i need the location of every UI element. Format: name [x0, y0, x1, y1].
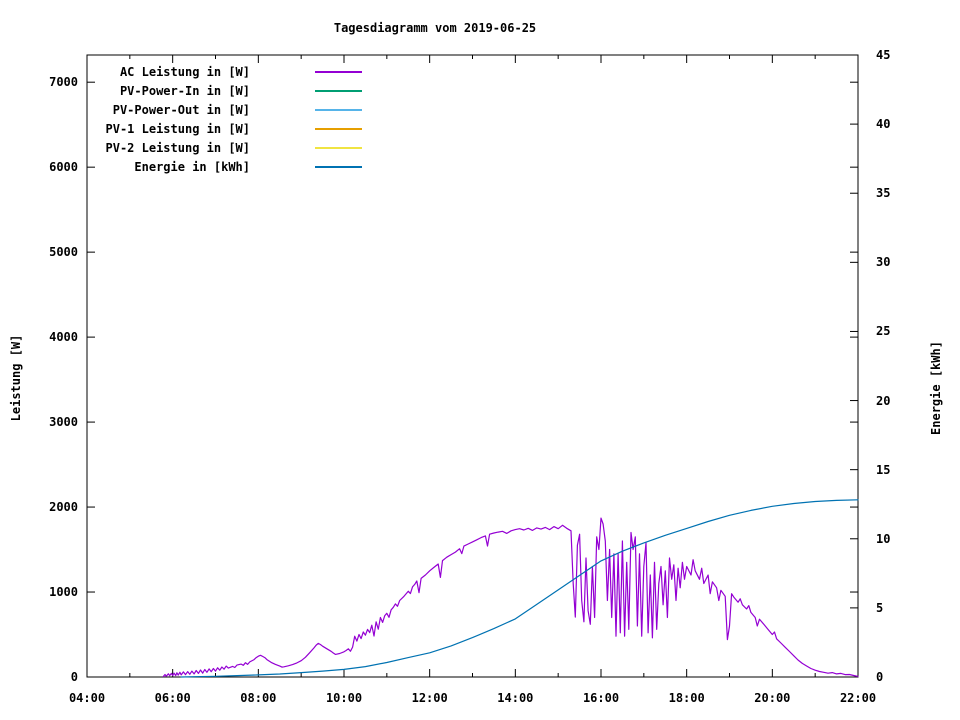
x-tick-label: 16:00 — [582, 691, 620, 705]
legend-label-ac-leistung-in-w: AC Leistung in [W] — [119, 65, 250, 79]
series-energie-in-kwh — [180, 499, 859, 678]
legend-line-sample-pv-1-leistung-in-w — [315, 128, 362, 130]
y-tick-label: 1000 — [49, 585, 78, 600]
y-tick-label: 5000 — [49, 245, 78, 260]
x-tick-label: 12:00 — [411, 691, 448, 705]
x-tick-label: 08:00 — [240, 691, 277, 705]
legend-label-energie-in-kwh: Energie in [kWh] — [134, 160, 250, 174]
legend-line-sample-pv-power-in-in-w — [315, 90, 362, 92]
y-tick-label: 7000 — [49, 75, 78, 90]
y2-tick-label: 20 — [876, 393, 891, 408]
x-tick-label: 06:00 — [154, 691, 191, 705]
y2-tick-label: 25 — [876, 324, 891, 339]
y2-tick-label: 0 — [876, 670, 884, 684]
legend-label-pv-power-in-in-w: PV-Power-In in [W] — [119, 84, 250, 98]
legend-label-pv-1-leistung-in-w: PV-1 Leistung in [W] — [105, 122, 251, 136]
y2-tick-label: 10 — [876, 531, 891, 546]
x-tick-label: 20:00 — [754, 691, 791, 705]
y2-tick-label: 5 — [876, 600, 884, 615]
y-tick-label: 0 — [70, 670, 78, 684]
series-ac-leistung-in-w — [162, 517, 859, 678]
legend-line-sample-pv-2-leistung-in-w — [315, 147, 362, 149]
chart-title: Tagesdiagramm vom 2019-06-25 — [333, 21, 537, 35]
y-tick-label: 6000 — [49, 160, 78, 175]
y2-tick-label: 40 — [876, 117, 891, 132]
y-tick-label: 3000 — [49, 415, 78, 430]
y-tick-label: 2000 — [49, 500, 78, 515]
legend-label-pv-2-leistung-in-w: PV-2 Leistung in [W] — [105, 141, 251, 155]
x-tick-label: 10:00 — [325, 691, 363, 705]
legend-line-sample-energie-in-kwh — [315, 166, 362, 168]
legend-label-pv-power-out-in-w: PV-Power-Out in [W] — [112, 103, 250, 117]
legend-line-sample-pv-power-out-in-w — [315, 109, 362, 111]
y2-tick-label: 30 — [876, 255, 891, 270]
x-tick-label: 14:00 — [497, 691, 534, 705]
x-tick-label: 18:00 — [668, 691, 705, 705]
y-tick-label: 4000 — [49, 330, 78, 345]
x-tick-label: 22:00 — [839, 691, 877, 705]
y2-tick-label: 45 — [876, 48, 891, 62]
y2-tick-label: 35 — [876, 186, 891, 201]
y2-tick-label: 15 — [876, 462, 891, 477]
legend-line-sample-ac-leistung-in-w — [315, 71, 362, 73]
x-tick-label: 04:00 — [68, 691, 106, 705]
